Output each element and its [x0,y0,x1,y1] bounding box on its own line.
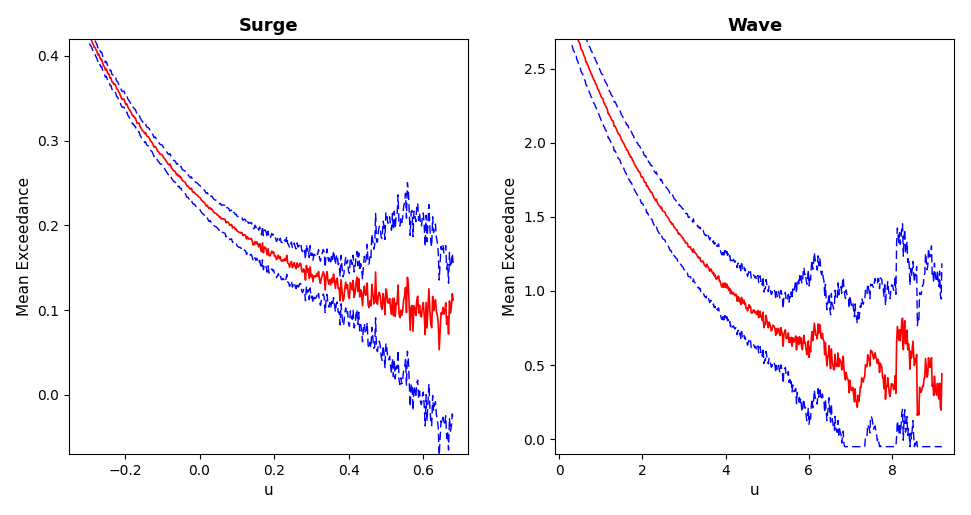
X-axis label: u: u [750,484,759,499]
Title: Surge: Surge [239,16,298,35]
Title: Wave: Wave [727,16,783,35]
X-axis label: u: u [264,484,274,499]
Y-axis label: Mean Exceedance: Mean Exceedance [17,177,32,316]
Y-axis label: Mean Exceedance: Mean Exceedance [503,177,518,316]
